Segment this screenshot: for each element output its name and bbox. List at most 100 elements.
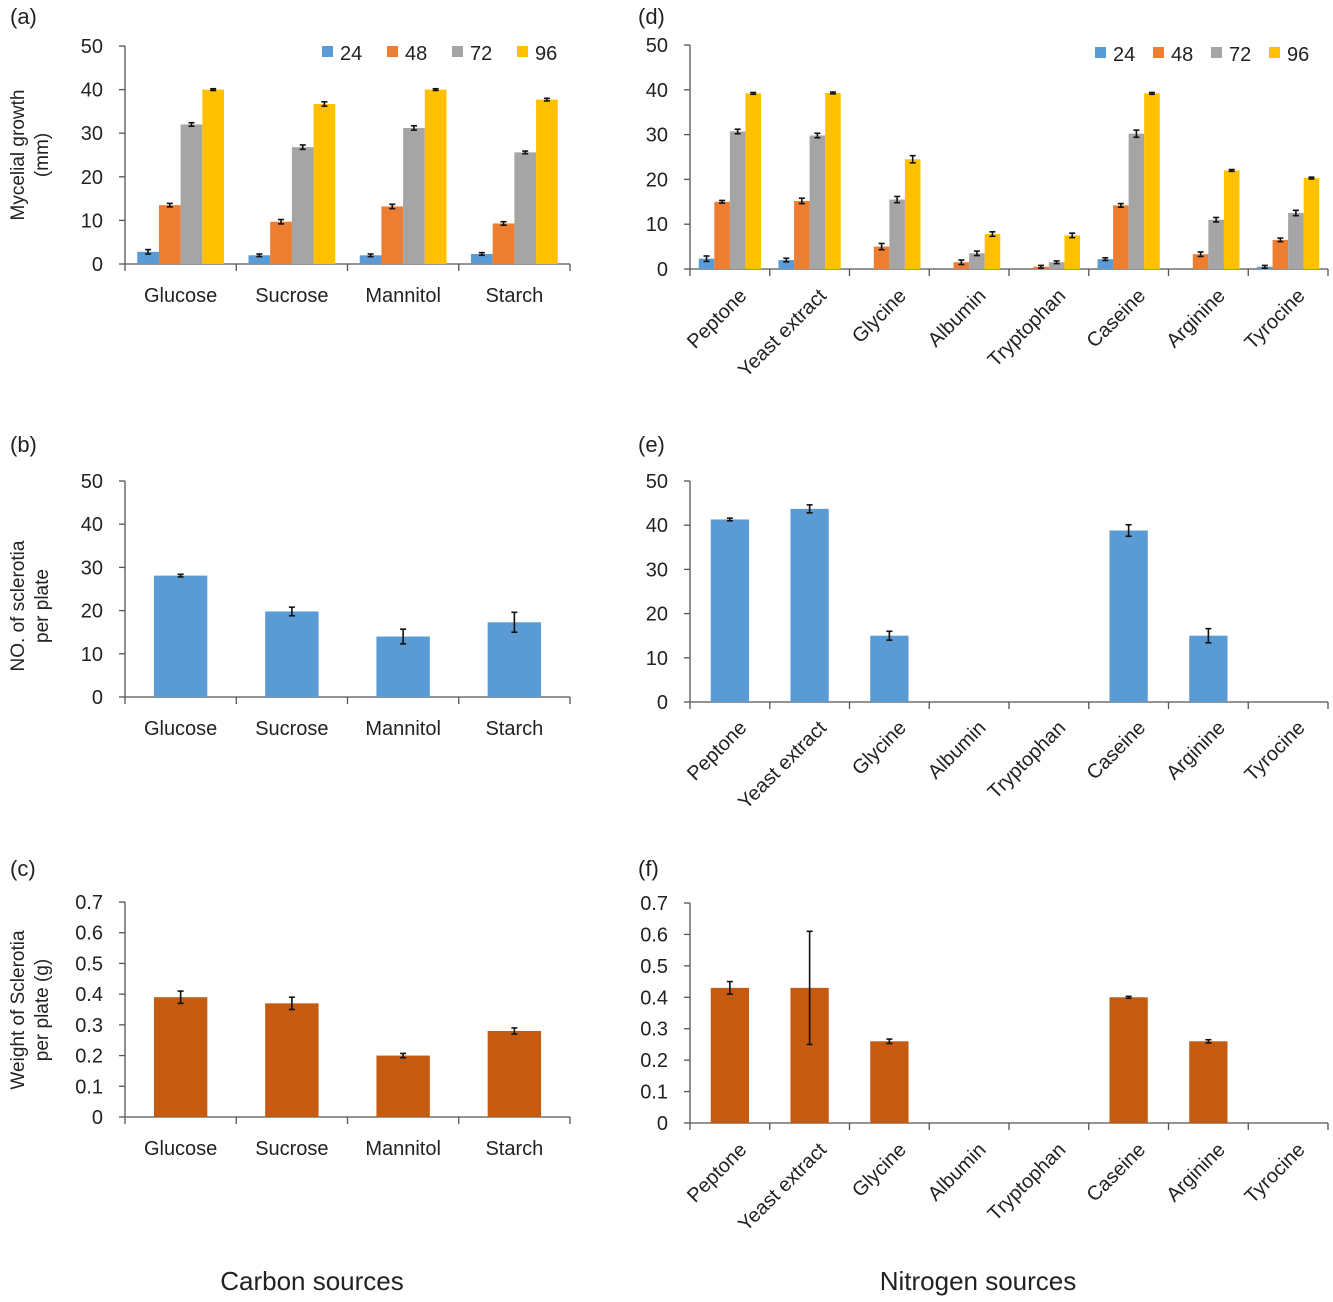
bar	[710, 987, 750, 1123]
y-tick-label: 0.5	[640, 956, 668, 978]
panel-label-f: (f)	[638, 856, 659, 881]
x-axis-title-nitrogen: Nitrogen sources	[880, 1266, 1077, 1296]
bar	[158, 205, 181, 264]
y-tick-label: 0.3	[640, 1019, 668, 1041]
x-category-label: Caseine	[1083, 285, 1150, 352]
y-tick-label: 0.6	[75, 923, 103, 945]
x-category-label: Tyrocine	[1241, 285, 1310, 354]
bar	[1109, 997, 1148, 1123]
bar	[1113, 205, 1129, 269]
y-tick-label: 20	[646, 604, 668, 626]
bar	[514, 152, 537, 264]
x-axis-title-carbon: Carbon sources	[220, 1266, 404, 1296]
legend-label: 96	[535, 43, 557, 65]
bar	[1192, 254, 1209, 269]
y-tick-label: 0	[657, 692, 668, 714]
bar	[904, 159, 921, 269]
bar	[1189, 1041, 1228, 1123]
bar	[714, 201, 730, 269]
y-tick-label: 30	[646, 125, 668, 147]
x-category-label: Sucrose	[255, 285, 328, 307]
y-tick-label: 30	[81, 557, 103, 579]
y-tick-label: 10	[81, 210, 103, 232]
x-category-label: Glucose	[144, 1138, 217, 1160]
bar	[870, 635, 909, 702]
legend-label: 48	[1171, 44, 1193, 66]
y-tick-label: 50	[81, 471, 103, 493]
bar	[1303, 178, 1320, 269]
bar	[359, 255, 382, 264]
x-category-label: Peptone	[683, 285, 751, 353]
y-tick-label: 20	[81, 601, 103, 623]
x-category-label: Arginine	[1162, 1139, 1229, 1206]
legend-swatch	[1095, 47, 1106, 58]
bar	[1208, 219, 1224, 269]
bar	[889, 199, 905, 269]
charts-layer: 0 10 20 30 40 50 Mycelial growth (mm) Glucose Suc…	[8, 35, 1329, 1236]
y-tick-label: 40	[81, 514, 103, 536]
chart-b: 0 10 20 30 40 50 NO. of sclerotia per plate Gluc…	[8, 471, 571, 740]
y-tick-label: 20	[81, 167, 103, 189]
x-category-label: Arginine	[1162, 717, 1229, 784]
y-tick-label: 0.7	[75, 892, 103, 914]
y-axis-label: Mycelial growth (mm)	[8, 90, 53, 221]
bar	[969, 253, 985, 269]
bar	[270, 221, 292, 264]
x-category-label: Albumin	[924, 1139, 991, 1206]
panel-label-c: (c)	[10, 856, 36, 881]
y-tick-label: 0	[657, 259, 668, 281]
chart-c: 0 0.1 0.2 0.3 0.4 0.5 0.6 0.7 Weight of Scleroti…	[8, 892, 571, 1160]
legend-swatch	[1211, 47, 1222, 58]
legend-swatch	[452, 46, 463, 57]
y-tick-label: 50	[81, 36, 103, 58]
bar	[710, 519, 750, 702]
x-category-label: Sucrose	[255, 1138, 328, 1160]
x-category-label: Starch	[485, 1138, 543, 1160]
y-tick-label: 0.7	[640, 893, 668, 915]
bar	[794, 200, 810, 269]
bar	[870, 1041, 909, 1123]
legend-label: 72	[1229, 44, 1251, 66]
y-tick-label: 40	[81, 80, 103, 102]
legend-label: 24	[340, 43, 362, 65]
legend-swatch	[322, 46, 333, 57]
x-category-label: Albumin	[924, 717, 991, 784]
bar	[536, 99, 558, 265]
bar	[153, 997, 208, 1117]
bar	[291, 147, 314, 264]
bar	[180, 124, 203, 264]
bar	[953, 262, 970, 269]
x-category-label: Caseine	[1083, 717, 1150, 784]
legend-label: 72	[470, 43, 492, 65]
x-category-label: Tyrocine	[1241, 1139, 1310, 1208]
y-tick-label: 10	[646, 214, 668, 236]
y-tick-label: 40	[646, 515, 668, 537]
bar	[265, 611, 319, 697]
bar	[790, 508, 829, 702]
bar	[424, 89, 447, 264]
bar	[487, 622, 542, 697]
y-tick-label: 40	[646, 80, 668, 102]
x-category-label: Starch	[485, 285, 543, 307]
bar	[1223, 170, 1240, 269]
bar	[873, 246, 890, 269]
y-tick-label: 30	[646, 559, 668, 581]
y-axis-label: Weight of Sclerotia per plate (g)	[8, 930, 53, 1090]
x-category-label: Glucose	[144, 718, 217, 740]
bar	[381, 206, 404, 264]
bar	[153, 575, 208, 697]
bar	[698, 258, 715, 269]
y-tick-label: 0.4	[75, 984, 103, 1006]
bar	[1048, 262, 1065, 269]
x-category-label: Albumin	[924, 285, 991, 352]
y-tick-label: 50	[646, 35, 668, 57]
panel-label-b: (b)	[10, 432, 37, 457]
x-category-label: Glycine	[848, 285, 911, 348]
bar	[265, 1003, 319, 1117]
x-category-label: Glycine	[848, 1139, 911, 1202]
bar	[313, 103, 336, 264]
y-tick-label: 0.5	[75, 953, 103, 975]
bar	[1144, 93, 1160, 269]
y-axis-label: NO. of sclerotia per plate	[8, 540, 53, 671]
